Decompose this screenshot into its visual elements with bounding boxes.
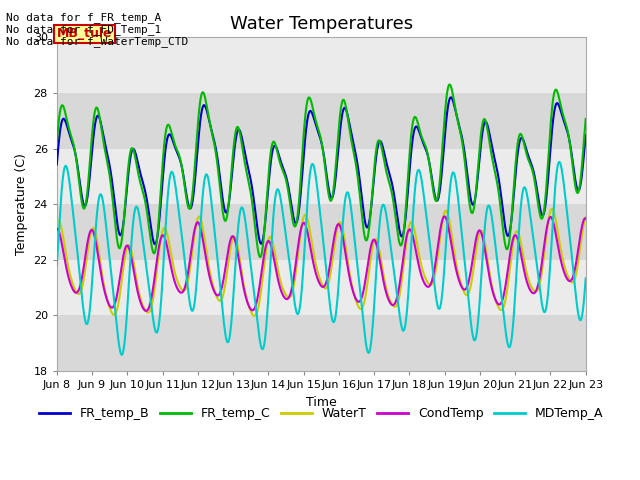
Text: MB_tule: MB_tule [57, 27, 113, 40]
Bar [57, 260, 586, 315]
Bar [57, 315, 586, 371]
Legend: FR_temp_B, FR_temp_C, WaterT, CondTemp, MDTemp_A: FR_temp_B, FR_temp_C, WaterT, CondTemp, … [34, 402, 609, 425]
X-axis label: Time: Time [306, 396, 337, 408]
Bar [57, 93, 586, 149]
Text: No data for f_FR_temp_A: No data for f_FR_temp_A [6, 12, 162, 23]
Bar [57, 149, 586, 204]
Y-axis label: Temperature (C): Temperature (C) [15, 153, 28, 255]
Text: No data for f_FD_Temp_1: No data for f_FD_Temp_1 [6, 24, 162, 35]
Bar [57, 37, 586, 93]
Title: Water Temperatures: Water Temperatures [230, 15, 413, 33]
Text: No data for f_WaterTemp_CTD: No data for f_WaterTemp_CTD [6, 36, 189, 47]
Bar [57, 204, 586, 260]
